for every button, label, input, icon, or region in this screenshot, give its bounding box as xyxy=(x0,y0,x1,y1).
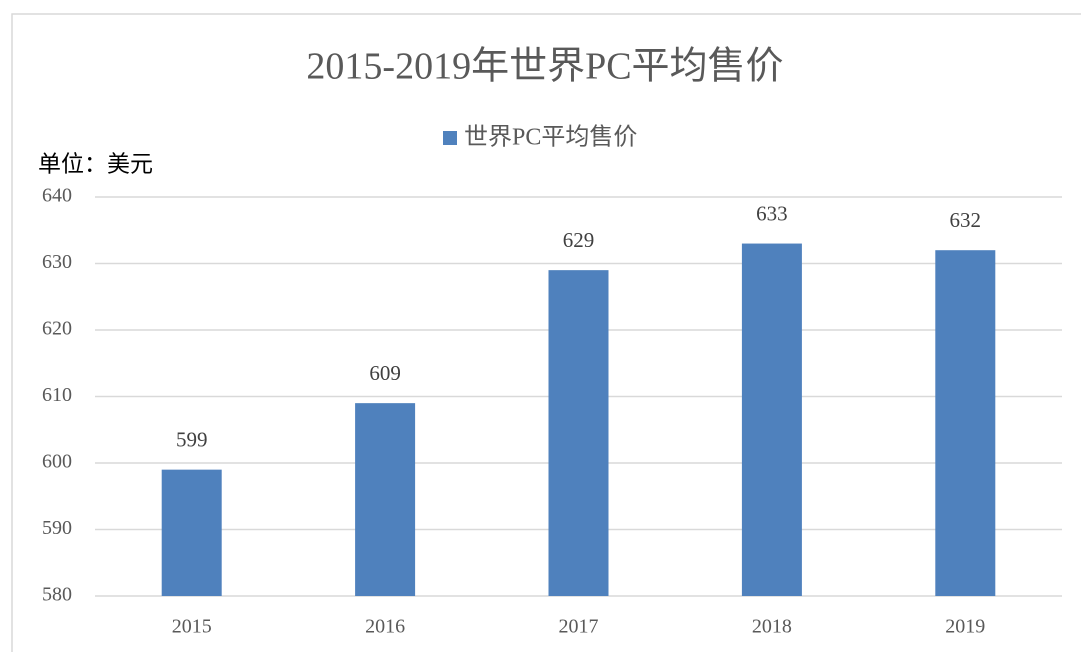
y-tick-label: 590 xyxy=(42,517,72,539)
data-label: 599 xyxy=(176,427,208,451)
bar xyxy=(741,243,802,597)
y-tick-label: 610 xyxy=(42,384,72,406)
legend-swatch xyxy=(443,131,457,145)
bar xyxy=(548,270,609,596)
data-label: 633 xyxy=(756,201,788,225)
y-tick-label: 600 xyxy=(42,451,72,473)
chart-border xyxy=(11,13,1081,652)
y-tick-label: 620 xyxy=(42,318,72,340)
x-tick-label: 2019 xyxy=(945,616,985,638)
data-label: 632 xyxy=(950,208,982,232)
x-tick-label: 2017 xyxy=(559,616,599,638)
data-label: 609 xyxy=(369,361,401,385)
bar xyxy=(935,250,996,596)
x-tick-label: 2018 xyxy=(752,616,792,638)
data-label: 629 xyxy=(563,228,595,252)
y-tick-label: 640 xyxy=(42,185,72,207)
bar xyxy=(355,403,416,596)
x-tick-label: 2015 xyxy=(172,616,212,638)
y-tick-label: 630 xyxy=(42,251,72,273)
unit-label: 单位：美元 xyxy=(38,151,153,176)
legend-label: 世界PC平均售价 xyxy=(464,124,637,151)
chart-title: 2015-2019年世界PC平均售价 xyxy=(306,46,783,88)
x-tick-label: 2016 xyxy=(365,616,405,638)
bar xyxy=(161,469,222,596)
y-tick-label: 580 xyxy=(42,584,72,606)
